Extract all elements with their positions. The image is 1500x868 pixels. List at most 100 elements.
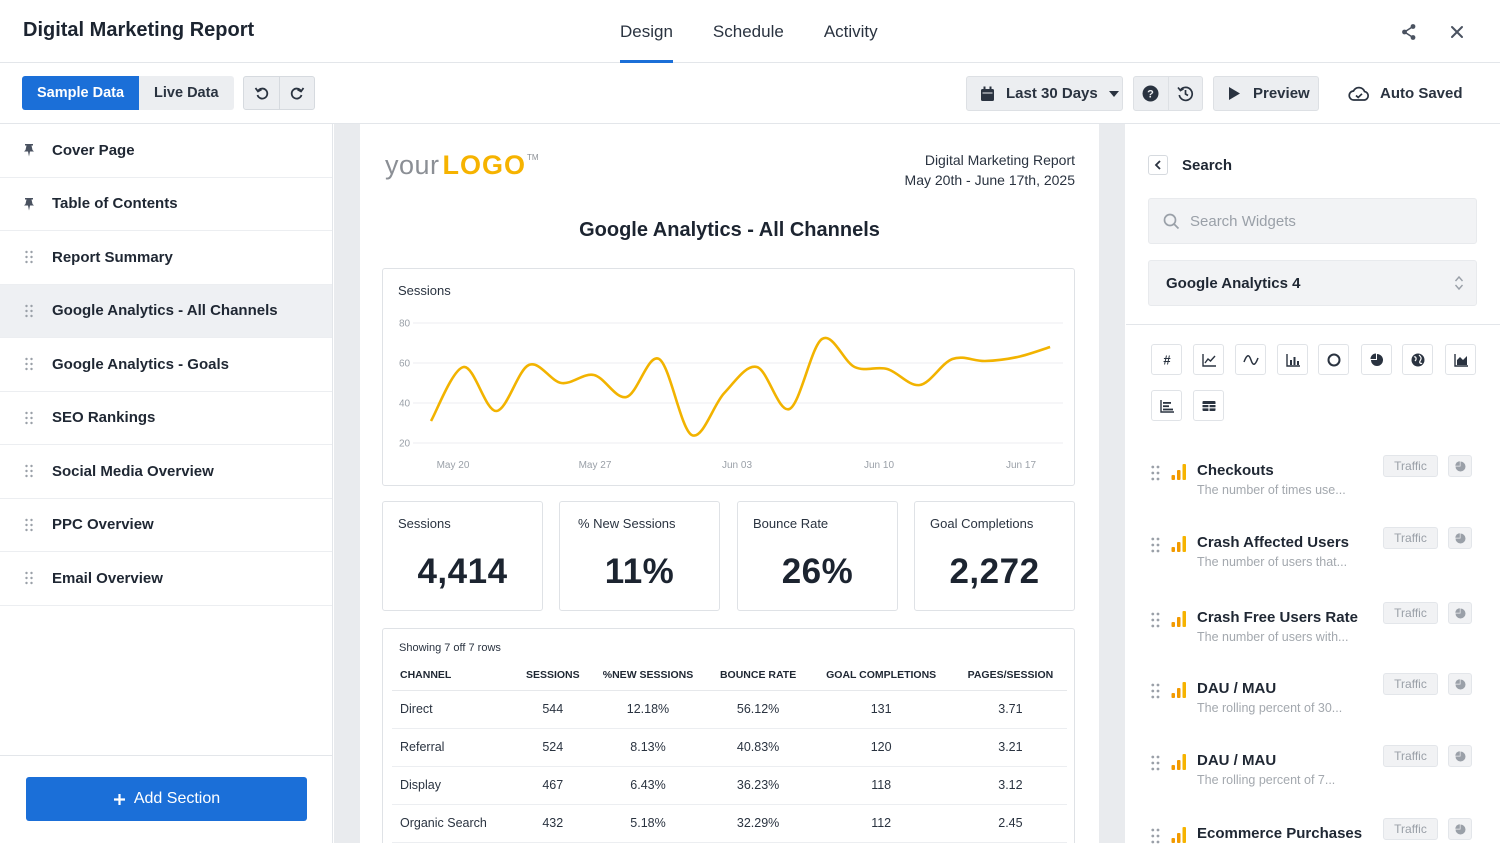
widget-description: The rolling percent of 7... xyxy=(1197,773,1336,787)
pie-chart-icon[interactable] xyxy=(1448,602,1472,624)
widget-item[interactable]: Crash Affected Users The number of users … xyxy=(1148,527,1478,577)
drag-handle-icon[interactable] xyxy=(1151,612,1160,628)
widget-type-horizontal-bar[interactable] xyxy=(1151,390,1182,421)
pie-chart-icon[interactable] xyxy=(1448,673,1472,695)
section-heading: Google Analytics - All Channels xyxy=(579,219,880,241)
report-title: Digital Marketing Report xyxy=(23,19,255,41)
widget-item[interactable]: DAU / MAU The rolling percent of 30... Tra… xyxy=(1148,673,1478,723)
channels-table: CHANNEL SESSIONS %NEW SESSIONS BOUNCE RATE G… xyxy=(392,660,1067,843)
sessions-chart-card[interactable]: Sessions 20 40 60 80 May 20 May 27 Jun 03 Jun 1… xyxy=(382,268,1075,486)
widget-type-bar-chart[interactable] xyxy=(1277,344,1308,375)
help-button[interactable]: ? xyxy=(1134,77,1169,110)
widget-type-area-chart[interactable] xyxy=(1445,344,1476,375)
widget-item[interactable]: Ecommerce Purchases Traffic xyxy=(1148,818,1478,868)
share-icon[interactable] xyxy=(1399,22,1419,42)
pie-chart-icon[interactable] xyxy=(1448,818,1472,840)
drag-handle-icon[interactable] xyxy=(22,410,36,426)
sidebar-item[interactable]: Table of Contents xyxy=(0,178,332,231)
redo-button[interactable] xyxy=(279,77,314,109)
widget-type-table[interactable] xyxy=(1193,390,1224,421)
drag-handle-icon[interactable] xyxy=(22,356,36,372)
drag-handle-icon[interactable] xyxy=(22,303,36,319)
kpi-card-goal-completions[interactable]: Goal Completions 2,272 xyxy=(914,501,1075,611)
autosave-label: Auto Saved xyxy=(1380,85,1463,102)
logo: your LOGO TM xyxy=(385,150,539,181)
tab-activity[interactable]: Activity xyxy=(823,21,878,41)
kpi-card-new-sessions[interactable]: % New Sessions 11% xyxy=(559,501,720,611)
pie-chart-icon[interactable] xyxy=(1448,455,1472,477)
widget-description: The number of users that... xyxy=(1197,555,1348,569)
line-chart-icon xyxy=(1201,353,1216,367)
table-cell: 12.18% xyxy=(588,690,708,729)
drag-handle-icon[interactable] xyxy=(22,517,36,533)
widget-description: The number of times use... xyxy=(1197,483,1346,497)
date-range-dropdown[interactable]: Last 30 Days xyxy=(966,76,1123,111)
table-cell: 40.83% xyxy=(707,728,809,767)
widget-type-sparkline[interactable] xyxy=(1235,344,1266,375)
search-widgets-input[interactable] xyxy=(1190,212,1470,230)
widgets-panel: Search Google Analytics 4 # Checkouts The… xyxy=(1126,124,1500,844)
widget-type-line-chart[interactable] xyxy=(1193,344,1224,375)
sidebar-item[interactable]: Google Analytics - Goals xyxy=(0,338,332,392)
drag-handle-icon[interactable] xyxy=(1151,755,1160,771)
sidebar-footer: Add Section xyxy=(0,755,332,843)
analytics-bars-icon xyxy=(1171,535,1187,553)
live-data-button[interactable]: Live Data xyxy=(139,76,234,110)
sample-data-button[interactable]: Sample Data xyxy=(22,76,140,110)
widget-item[interactable]: Checkouts The number of times use... Traff… xyxy=(1148,455,1478,505)
report-canvas: your LOGO TM Digital Marketing Report Ma… xyxy=(334,124,1125,843)
add-section-button[interactable]: Add Section xyxy=(26,777,307,821)
widget-item[interactable]: DAU / MAU The rolling percent of 7... Traf… xyxy=(1148,745,1478,795)
tab-schedule[interactable]: Schedule xyxy=(712,21,784,41)
drag-handle-icon[interactable] xyxy=(22,463,36,479)
widget-type-globe[interactable] xyxy=(1402,344,1433,375)
kpi-value: 26% xyxy=(781,552,854,591)
drag-handle-icon[interactable] xyxy=(22,249,36,265)
pie-chart-icon[interactable] xyxy=(1448,745,1472,767)
sparkline-icon xyxy=(1242,354,1259,365)
sidebar-item[interactable]: Report Summary xyxy=(0,231,332,285)
plus-icon xyxy=(113,793,125,805)
table-cell: Direct xyxy=(392,690,518,729)
history-button[interactable] xyxy=(1169,77,1203,110)
table-cell: 118 xyxy=(808,766,954,805)
drag-handle-icon[interactable] xyxy=(22,570,36,586)
data-source-select[interactable]: Google Analytics 4 xyxy=(1148,260,1477,306)
kpi-card-bounce-rate[interactable]: Bounce Rate 26% xyxy=(737,501,898,611)
y-tick-label: 40 xyxy=(399,399,411,410)
drag-handle-icon[interactable] xyxy=(1151,683,1160,699)
sidebar-item[interactable]: SEO Rankings xyxy=(0,392,332,445)
hash-icon: # xyxy=(1163,352,1171,367)
back-button[interactable] xyxy=(1148,155,1168,175)
table-cell: 112 xyxy=(808,804,954,843)
widget-type-hash[interactable]: # xyxy=(1151,344,1182,375)
widget-item[interactable]: Crash Free Users Rate The number of users… xyxy=(1148,602,1478,652)
preview-button[interactable]: Preview xyxy=(1213,76,1319,111)
widget-category-tag: Traffic xyxy=(1383,818,1438,840)
channels-table-card[interactable]: Showing 7 off 7 rows CHANNEL SESSIONS %NEW… xyxy=(382,628,1075,843)
sidebar-item[interactable]: PPC Overview xyxy=(0,499,332,552)
drag-handle-icon[interactable] xyxy=(1151,828,1160,844)
table-body: Direct 544 12.18% 56.12% 131 3.71 Referral 524 8… xyxy=(392,690,1067,843)
kpi-card-sessions[interactable]: Sessions 4,414 xyxy=(382,501,543,611)
table-cell: 56.12% xyxy=(707,690,809,729)
undo-button[interactable] xyxy=(244,77,279,109)
sidebar-item[interactable]: Social Media Overview xyxy=(0,445,332,499)
search-box xyxy=(1148,198,1477,244)
sidebar-item[interactable]: Google Analytics - All Channels xyxy=(0,284,332,338)
widget-type-ring-chart[interactable] xyxy=(1318,344,1349,375)
widget-title: Ecommerce Purchases xyxy=(1197,825,1363,842)
close-icon[interactable] xyxy=(1447,22,1467,42)
drag-handle-icon[interactable] xyxy=(1151,537,1160,553)
pie-chart-icon[interactable] xyxy=(1448,527,1472,549)
sidebar-item[interactable]: Cover Page xyxy=(0,124,332,178)
widget-type-pie-chart[interactable] xyxy=(1361,344,1392,375)
drag-handle-icon[interactable] xyxy=(1151,465,1160,481)
table-cell: 467 xyxy=(517,766,589,805)
undo-redo-group xyxy=(243,76,315,110)
analytics-bars-icon xyxy=(1171,753,1187,771)
data-source-label: Google Analytics 4 xyxy=(1166,274,1301,292)
tab-design[interactable]: Design xyxy=(600,0,693,63)
table-cell: 32.29% xyxy=(707,804,809,843)
sidebar-item[interactable]: Email Overview xyxy=(0,552,332,606)
